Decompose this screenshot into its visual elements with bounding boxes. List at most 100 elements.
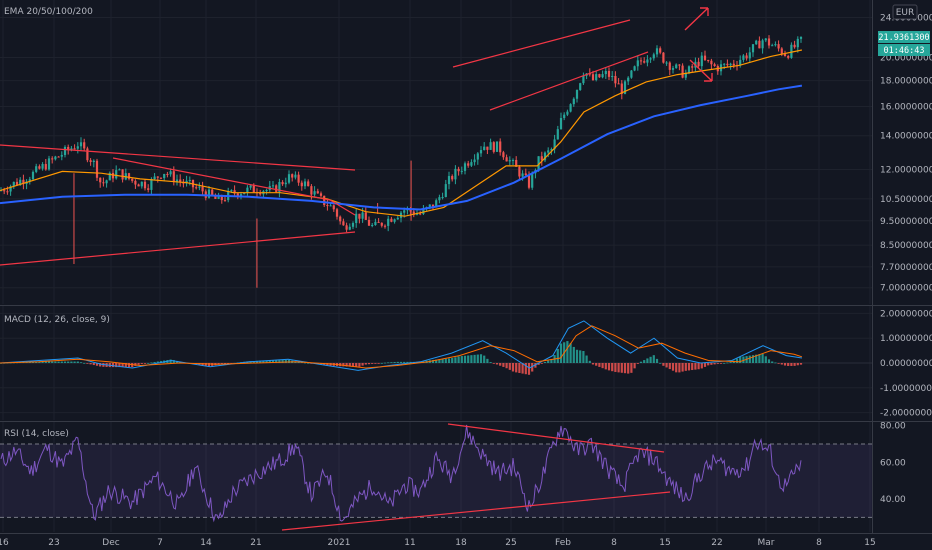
currency-label: EUR — [896, 8, 915, 18]
up-candle — [348, 226, 351, 230]
macd-histogram-bar — [115, 363, 118, 368]
trendline[interactable] — [452, 19, 631, 68]
up-candle — [649, 58, 652, 60]
down-candle — [275, 185, 278, 192]
macd-histogram-bar — [57, 361, 60, 363]
macd-histogram-bar — [575, 349, 579, 363]
arrow-down-icon[interactable] — [689, 59, 713, 82]
macd-histogram-bar — [73, 361, 76, 363]
macd-histogram-bar — [92, 363, 95, 366]
macd-histogram-bar — [521, 363, 524, 374]
arrow-up-icon[interactable] — [684, 7, 709, 31]
up-candle — [550, 149, 553, 151]
up-candle — [115, 170, 118, 179]
macd-histogram-bar — [342, 363, 345, 367]
down-candle — [662, 52, 665, 63]
macd-panel[interactable] — [0, 320, 872, 375]
time-axis-tick-label: 21 — [250, 538, 261, 548]
down-candle — [211, 189, 214, 196]
up-candle — [387, 218, 390, 226]
up-candle — [54, 156, 57, 160]
price-panel[interactable] — [0, 7, 803, 288]
macd-line[interactable] — [0, 320, 802, 371]
up-candle — [246, 187, 249, 193]
trendline[interactable] — [0, 144, 356, 171]
macd-signal-line[interactable] — [0, 325, 803, 369]
rsi-trendline[interactable] — [281, 491, 671, 531]
up-candle — [569, 104, 572, 112]
macd-histogram-bar — [556, 348, 559, 363]
macd-histogram-bar — [393, 362, 396, 363]
up-candle — [511, 159, 515, 161]
up-candle — [63, 146, 67, 155]
macd-histogram-bar — [364, 363, 367, 365]
macd-histogram-bar — [355, 363, 358, 367]
down-candle — [195, 187, 198, 189]
up-candle — [729, 63, 732, 66]
rsi-axis-tick-label: 80.00 — [880, 422, 906, 432]
down-candle — [214, 195, 217, 199]
macd-histogram-bar — [780, 363, 783, 365]
macd-histogram-bar — [431, 359, 435, 363]
ema-blue-line[interactable] — [0, 84, 803, 211]
up-candle — [799, 36, 803, 39]
down-candle — [166, 173, 169, 175]
price-axis-tick-label: 12.00000000 — [880, 166, 932, 176]
macd-histogram-bar — [137, 363, 140, 365]
up-candle — [755, 40, 758, 45]
trendline[interactable] — [0, 231, 356, 266]
up-candle — [627, 77, 630, 82]
price-axis-tick-label: 8.50000000 — [880, 241, 932, 251]
down-candle — [252, 185, 255, 193]
macd-histogram-bar — [572, 346, 575, 363]
rsi-indicator-label[interactable]: RSI (14, close) — [4, 429, 69, 439]
currency-button[interactable] — [892, 4, 918, 20]
macd-histogram-bar — [598, 363, 601, 367]
up-candle — [537, 156, 540, 171]
trendline[interactable] — [112, 157, 331, 201]
down-candle — [540, 156, 543, 161]
up-candle — [652, 54, 655, 59]
down-candle — [143, 181, 147, 189]
macd-histogram-bar — [735, 358, 739, 363]
price-axis-tick-label: 7.70000000 — [880, 263, 932, 273]
down-candle — [380, 222, 383, 226]
down-candle — [83, 142, 86, 149]
macd-indicator-label[interactable]: MACD (12, 26, close, 9) — [4, 315, 110, 325]
price-indicator-label[interactable]: EMA 20/50/100/200 — [4, 7, 93, 17]
macd-histogram-bar — [380, 362, 383, 364]
up-candle — [473, 159, 476, 163]
down-candle — [614, 75, 617, 84]
macd-histogram-bar — [287, 359, 291, 363]
up-candle — [351, 223, 355, 227]
macd-histogram-bar — [623, 363, 627, 374]
down-candle — [367, 219, 371, 226]
macd-histogram-bar — [758, 354, 761, 363]
macd-histogram-bar — [614, 363, 617, 372]
down-candle — [236, 193, 239, 197]
macd-histogram-bar — [505, 363, 508, 369]
up-candle — [371, 225, 374, 227]
down-candle — [111, 172, 115, 179]
trendline[interactable] — [329, 199, 356, 216]
rsi-line[interactable] — [0, 424, 802, 523]
macd-histogram-bar — [486, 358, 489, 363]
macd-histogram-bar — [617, 363, 620, 373]
rsi-panel[interactable] — [0, 423, 872, 531]
rsi-trendline[interactable] — [447, 423, 665, 453]
down-candle — [713, 64, 716, 67]
macd-histogram-bar — [550, 359, 553, 363]
up-candle — [60, 154, 63, 157]
down-candle — [179, 179, 182, 182]
ema-orange-line[interactable] — [0, 49, 803, 217]
down-candle — [307, 181, 310, 187]
macd-histogram-bar — [639, 361, 643, 363]
trendline[interactable] — [489, 51, 649, 111]
down-candle — [607, 70, 611, 77]
up-candle — [284, 182, 287, 185]
down-candle — [703, 55, 707, 60]
up-candle — [447, 176, 451, 185]
up-candle — [313, 191, 316, 195]
